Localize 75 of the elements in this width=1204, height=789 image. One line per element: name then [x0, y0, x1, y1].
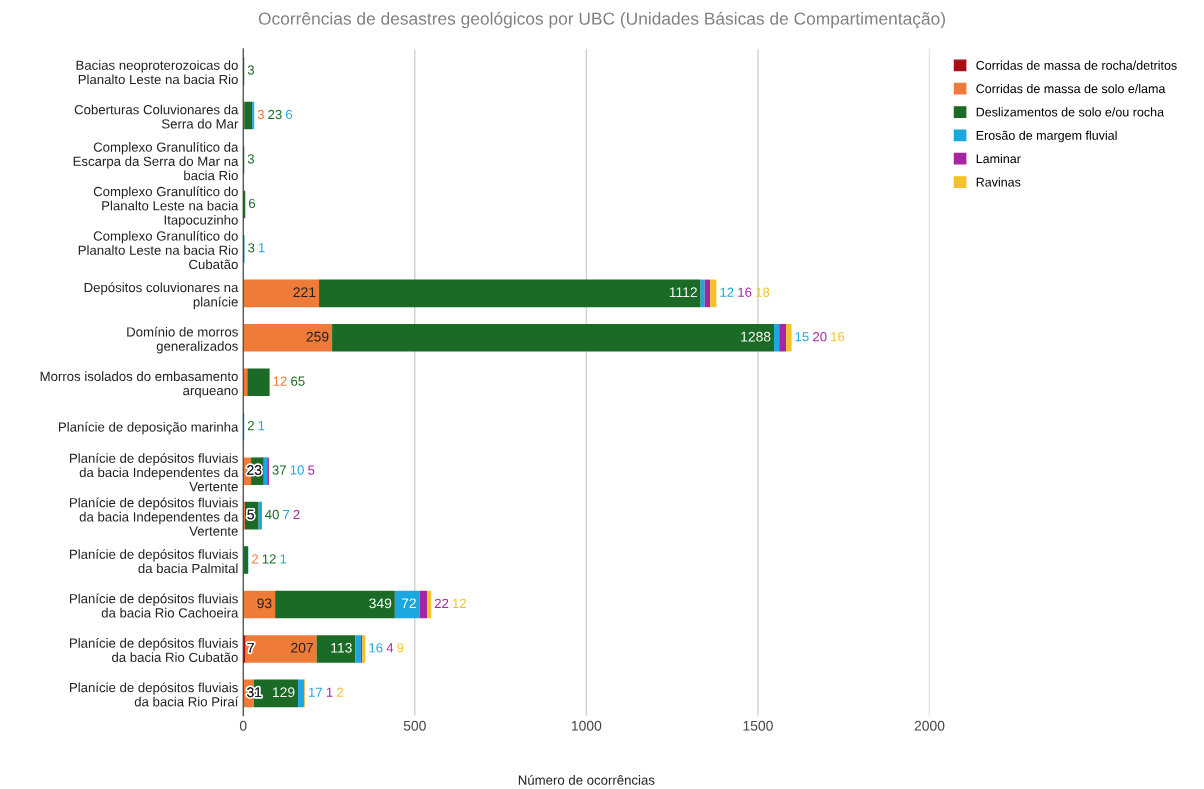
y-tick-label: Complexo Granulítico do Planalto Leste na bacia Itapocuzinho: [93, 186, 239, 228]
data-label: 6: [285, 109, 293, 120]
x-tick-label: 500: [403, 720, 426, 731]
data-label: 221: [293, 287, 316, 297]
data-label: 16: [369, 643, 383, 653]
data-label: 207: [291, 642, 313, 653]
data-label: 10: [290, 465, 304, 475]
data-label: 2: [293, 509, 300, 520]
legend-label: Corridas de massa de rocha/detritos: [976, 60, 1177, 70]
data-label: 12: [273, 376, 287, 386]
legend-label: Ravinas: [976, 177, 1021, 187]
data-label: 2: [247, 420, 254, 431]
x-tick-label: 1500: [743, 720, 773, 731]
data-label: 16: [738, 287, 752, 297]
x-tick-label: 2000: [914, 720, 945, 731]
data-label: 22: [434, 598, 449, 608]
data-label: 3: [257, 109, 264, 120]
data-label: 113: [331, 642, 352, 653]
y-tick-label: Planície de depósitos fluviais da bacia Palmital: [70, 549, 238, 574]
data-label: 129: [273, 687, 295, 698]
y-tick-label: Complexo Granulítico do Planalto Leste na bacia Rio Cubatão: [78, 230, 238, 270]
data-label: 3: [247, 154, 254, 164]
data-label: 1112: [669, 287, 697, 297]
data-label: 7: [247, 642, 254, 653]
data-label: 3: [248, 243, 255, 253]
data-label: 17: [308, 687, 322, 697]
legend-label: Deslizamentos de solo e/ou rocha: [976, 107, 1165, 117]
data-label: 23: [268, 109, 282, 120]
data-label: 1: [280, 554, 287, 564]
data-label: 65: [291, 376, 305, 386]
data-label: 93: [257, 598, 272, 609]
y-tick-label: Planície de deposição marinha: [59, 421, 239, 435]
y-tick-label: Planície de depósitos fluviais da bacia Rio Piraí: [70, 682, 239, 707]
data-label: 1288: [741, 331, 771, 342]
data-label: 259: [306, 331, 329, 342]
data-label: 1: [258, 243, 265, 253]
data-label: 349: [369, 598, 392, 609]
y-tick-label: Planície de depósitos fluviais da bacia Independentes da Vertente: [70, 453, 239, 492]
data-label: 18: [756, 287, 770, 297]
x-tick-label: 1000: [571, 720, 602, 731]
y-tick-label: Coberturas Coluvionares da Serra do Mar: [74, 104, 239, 129]
y-tick-label: Planície de depósitos fluviais da bacia Independentes da Vertente: [70, 497, 239, 536]
legend-label: Laminar: [976, 153, 1021, 164]
data-label: 5: [247, 509, 254, 520]
y-tick-label: Planície de depósitos fluviais da bacia Rio Cubatão: [70, 637, 238, 662]
data-label: 1: [258, 421, 265, 431]
data-label: 1: [326, 687, 333, 697]
y-tick-label: Bacias neoproterozoicas do Planalto Leste na bacia Rio: [76, 60, 238, 85]
data-label: 20: [813, 332, 827, 342]
data-label: 3: [247, 65, 254, 75]
data-label: 12: [720, 287, 734, 297]
data-label: 6: [248, 198, 256, 209]
data-label: 9: [397, 643, 404, 653]
data-label: 2: [337, 687, 344, 697]
data-label: 40: [265, 509, 279, 520]
data-label: 7: [283, 509, 290, 520]
y-tick-label: Domínio de morros generalizados: [127, 326, 238, 354]
data-label: 16: [831, 332, 845, 342]
chart-title: Ocorrências de desastres geológicos por UBC (Unidades Básicas de Compartimentação): [258, 11, 945, 29]
legend-label: Corridas de massa de solo e/lama: [976, 83, 1166, 94]
y-tick-label: Depósitos coluvionares na planície: [84, 282, 239, 310]
data-label: 15: [795, 332, 809, 342]
y-tick-label: Morros isolados do embasamento arqueano: [40, 371, 238, 398]
y-tick-label: Planície de depósitos fluviais da bacia Rio Cachoeira: [70, 593, 239, 618]
x-axis-title: Número de ocorrências: [518, 774, 655, 785]
data-label: 72: [401, 598, 416, 609]
data-label: 12: [262, 554, 276, 564]
data-label: 37: [272, 465, 286, 475]
y-tick-label: Complexo Granulítico da Escarpa da Serra do Mar na bacia Rio: [73, 141, 239, 181]
data-label: 2: [252, 554, 259, 564]
data-label: 4: [386, 643, 394, 653]
legend-label: Erosão de margem fluvial: [976, 130, 1117, 143]
x-tick-label: 0: [239, 720, 247, 731]
data-label: 12: [453, 598, 467, 608]
data-label: 5: [308, 465, 315, 475]
